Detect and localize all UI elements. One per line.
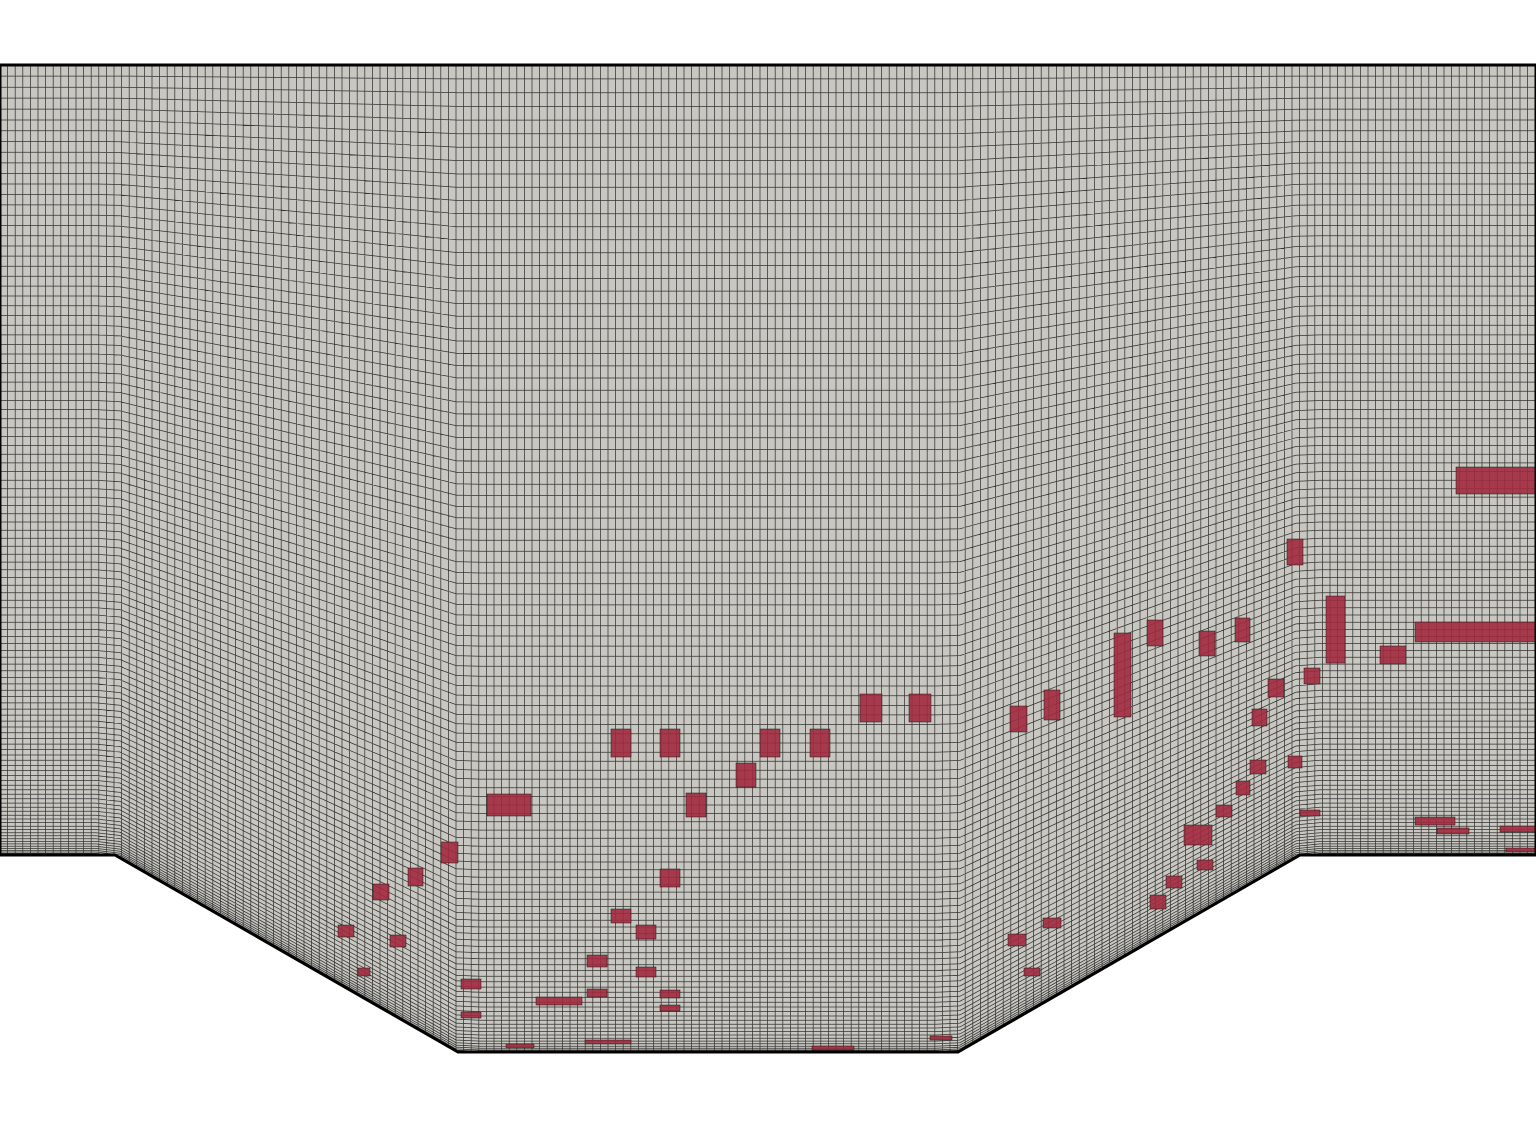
flagged-cell: [535, 996, 583, 1006]
flagged-cell: [1146, 619, 1164, 647]
flagged-cell: [759, 728, 781, 758]
flagged-cell: [908, 693, 932, 723]
flagged-cell: [1325, 595, 1346, 664]
flagged-cell: [1009, 705, 1028, 733]
flagged-cell: [1414, 816, 1456, 826]
flagged-cell: [1505, 847, 1536, 853]
flagged-cell: [1299, 809, 1321, 817]
flagged-cell: [505, 1043, 535, 1049]
flagged-cell: [659, 989, 681, 999]
flagged-cell: [1043, 689, 1061, 721]
grid-lines: [0, 65, 1536, 1052]
flagged-cell: [389, 934, 407, 948]
flagged-cell: [1042, 917, 1062, 929]
flagged-cell: [1436, 827, 1470, 835]
flagged-cell: [1198, 630, 1216, 657]
flagged-cell: [659, 728, 681, 758]
flagged-cell: [610, 908, 632, 924]
flagged-cell: [440, 841, 459, 864]
flagged-cell: [635, 924, 657, 940]
flagged-cell: [1149, 894, 1167, 910]
flagged-cell: [460, 1011, 482, 1019]
flagged-cell: [659, 1004, 681, 1012]
flagged-cell: [1165, 875, 1183, 889]
flagged-cells: [337, 466, 1536, 1051]
flagged-cell: [1303, 667, 1321, 685]
flagged-cell: [1183, 824, 1213, 846]
grid-line-set: [0, 65, 1536, 1052]
flagged-cell: [635, 966, 657, 978]
flagged-cell: [486, 793, 532, 817]
flagged-cell: [357, 967, 371, 977]
flagged-cell: [659, 868, 681, 888]
flagged-cell: [1414, 621, 1536, 643]
flagged-cell: [1455, 466, 1536, 495]
flagged-cell: [1379, 645, 1407, 665]
flagged-cell: [1287, 755, 1303, 769]
flagged-cell: [586, 954, 608, 968]
flagged-cell: [372, 883, 390, 901]
flagged-cell: [1251, 708, 1268, 727]
flagged-cell: [1196, 859, 1214, 871]
flagged-cell: [859, 693, 883, 723]
mesh-boundary: [0, 63, 1536, 1054]
flagged-cell: [1499, 825, 1536, 833]
flagged-cell: [1234, 617, 1251, 643]
flagged-cell: [1249, 759, 1267, 775]
flagged-cell: [1286, 538, 1304, 566]
flagged-cell: [407, 867, 424, 887]
flagged-cell: [586, 988, 608, 998]
flagged-cell: [929, 1035, 953, 1041]
flagged-cell: [811, 1045, 855, 1051]
flagged-cell: [1023, 967, 1041, 977]
flagged-cell: [1007, 933, 1027, 947]
flagged-cell: [1267, 678, 1285, 698]
flagged-cell: [1113, 632, 1132, 718]
flagged-cell: [337, 924, 355, 938]
flagged-cell: [584, 1039, 632, 1045]
mesh-domain: [0, 65, 1536, 1052]
flagged-cell: [809, 728, 831, 758]
flagged-cell: [735, 762, 757, 788]
flagged-cell: [685, 792, 707, 818]
flagged-cell: [1235, 780, 1251, 796]
flagged-cell: [460, 978, 482, 990]
flagged-cell: [1215, 804, 1233, 818]
flagged-cell: [610, 728, 632, 758]
